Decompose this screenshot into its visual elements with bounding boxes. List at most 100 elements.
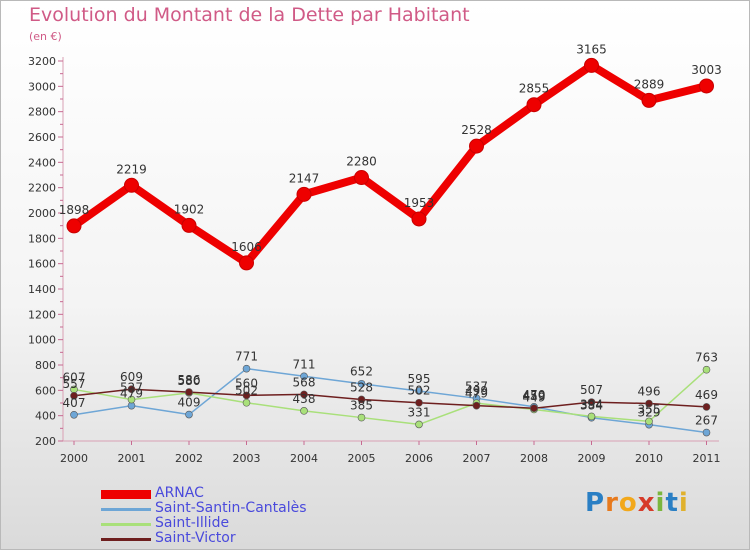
data-point-1-3	[242, 364, 251, 373]
legend-label-saint-santin-cantales: Saint-Santin-Cantalès	[155, 500, 307, 516]
data-label-3-3: 560	[235, 376, 258, 390]
data-label-3-1: 609	[120, 370, 143, 384]
data-label-2-4: 438	[293, 392, 316, 406]
data-label-1-7: 537	[465, 379, 488, 393]
x-tick-label: 2011	[693, 452, 721, 465]
data-label-0-8: 2855	[519, 82, 550, 96]
data-point-2-5	[357, 413, 366, 422]
data-label-1-8: 470	[523, 388, 546, 402]
chart-axes: 200 400 600 800 1000 1200 1400 1600 1800 2000 2200…	[28, 55, 721, 465]
data-point-3-4	[300, 390, 308, 399]
x-tick-label: 2001	[118, 452, 146, 465]
x-tick-label: 2009	[578, 452, 606, 465]
data-point-0-4	[296, 186, 312, 202]
data-point-3-9	[587, 398, 596, 406]
data-point-1-6	[415, 387, 423, 395]
y-tick-label: 1200	[28, 308, 56, 321]
data-point-1-4	[300, 372, 308, 381]
y-tick-label: 1400	[28, 283, 56, 296]
x-tick-label: 2000	[60, 452, 88, 465]
data-point-0-7	[469, 138, 484, 154]
data-point-3-0	[70, 391, 78, 400]
data-point-0-1	[124, 177, 139, 193]
chart-unit-label: (en €)	[29, 30, 62, 43]
data-point-2-1	[127, 395, 136, 404]
x-tick-label: 2005	[348, 452, 376, 465]
x-tick-label: 2010	[635, 452, 663, 465]
data-label-1-4: 711	[293, 357, 316, 371]
data-point-0-8	[526, 97, 542, 113]
data-label-3-8: 459	[523, 389, 546, 403]
series-line-2	[73, 368, 708, 426]
y-tick-label: 200	[35, 435, 56, 448]
data-label-0-5: 2280	[346, 155, 377, 169]
data-label-3-10: 496	[638, 385, 661, 399]
data-label-2-3: 502	[235, 384, 258, 398]
data-label-2-0: 607	[63, 370, 86, 384]
y-tick-label: 1600	[28, 258, 56, 271]
data-label-1-2: 409	[178, 396, 201, 410]
data-label-0-6: 1953	[404, 196, 435, 210]
data-label-3-9: 507	[580, 383, 603, 397]
data-point-0-5	[354, 170, 369, 186]
data-point-3-11	[702, 403, 711, 411]
data-label-3-6: 502	[408, 384, 431, 398]
legend-swatch-saint-santin-cantales	[101, 508, 151, 511]
data-point-0-3	[239, 255, 254, 271]
legend-label-saint-victor: Saint-Victor	[155, 530, 236, 546]
data-label-1-3: 771	[235, 350, 258, 364]
data-point-2-6	[415, 420, 423, 429]
data-point-3-8	[530, 404, 538, 412]
data-label-1-1: 479	[120, 387, 143, 401]
data-label-3-0: 557	[63, 377, 86, 391]
y-tick-label: 2200	[28, 182, 56, 195]
series-line-1	[73, 367, 708, 434]
data-label-2-1: 527	[120, 381, 143, 395]
data-label-2-10: 355	[638, 402, 661, 416]
legend-swatch-saint-illide	[101, 523, 151, 526]
y-tick-label: 3200	[28, 55, 56, 68]
data-label-2-7: 499	[465, 384, 488, 398]
data-label-0-10: 2889	[634, 77, 665, 91]
data-point-0-11	[699, 78, 714, 94]
data-point-0-6	[411, 211, 427, 227]
legend-label-saint-illide: Saint-Illide	[155, 515, 230, 531]
data-point-2-3	[242, 398, 251, 407]
chart-data-labels: 1898 2219 1902 1606 2147 2280 1953 2528 2855 3165…	[59, 42, 722, 427]
x-tick-label: 2003	[233, 452, 261, 465]
data-label-2-6: 331	[408, 405, 431, 419]
data-label-2-8: 449	[523, 390, 546, 404]
x-tick-label: 2004	[290, 452, 318, 465]
data-label-0-11: 3003	[691, 63, 722, 77]
y-tick-label: 800	[35, 359, 56, 372]
data-point-2-11	[702, 365, 711, 374]
data-point-2-10	[645, 417, 653, 426]
data-label-1-5: 652	[350, 365, 373, 379]
y-tick-label: 3000	[28, 80, 56, 93]
data-label-1-0: 407	[63, 396, 86, 410]
series-line-0	[70, 61, 711, 267]
x-tick-label: 2002	[175, 452, 203, 465]
x-tick-label: 2008	[520, 452, 548, 465]
data-point-3-6	[415, 398, 423, 407]
data-label-2-5: 385	[350, 399, 373, 413]
y-tick-label: 1000	[28, 334, 56, 347]
data-label-0-4: 2147	[289, 171, 320, 185]
data-label-3-2: 586	[178, 373, 201, 387]
y-tick-label: 2000	[28, 207, 56, 220]
data-label-2-11: 763	[695, 351, 718, 365]
data-point-0-0	[66, 218, 82, 234]
data-point-2-9	[587, 412, 596, 421]
data-label-0-2: 1902	[174, 202, 205, 216]
data-point-0-2	[181, 217, 197, 233]
data-label-0-7: 2528	[461, 123, 492, 137]
data-point-3-2	[185, 388, 193, 396]
data-point-2-4	[300, 407, 308, 415]
data-label-3-11: 469	[695, 388, 718, 402]
data-label-3-7: 479	[465, 387, 488, 401]
data-point-1-5	[357, 379, 366, 388]
data-label-0-0: 1898	[59, 203, 90, 217]
data-point-3-10	[645, 399, 653, 408]
